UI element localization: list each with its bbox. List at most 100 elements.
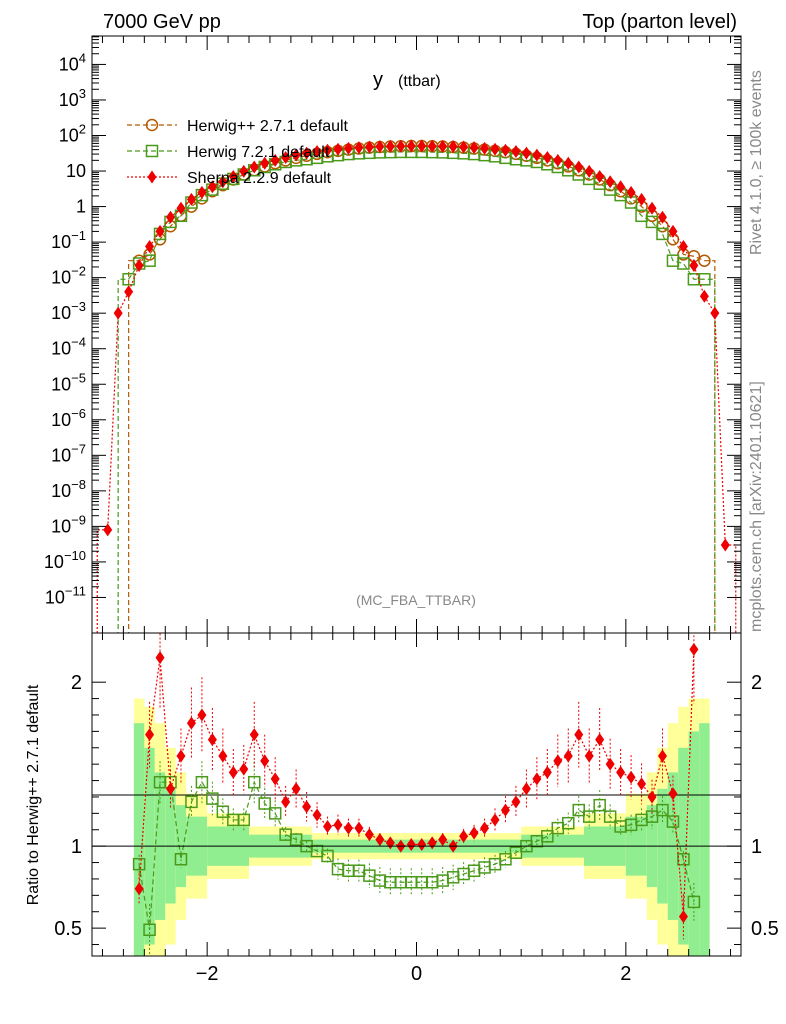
main-point-sherpa (657, 210, 667, 224)
main-point-sherpa (323, 143, 333, 157)
ratio-point-herwig7 (132, 857, 146, 871)
main-point-sherpa (124, 285, 134, 299)
ratio-point-herwig7 (509, 846, 523, 859)
ratio-point-sherpa (291, 782, 301, 796)
ratio-point-sherpa (574, 728, 584, 742)
main-point-sherpa (113, 306, 123, 320)
main-point-sherpa (532, 148, 542, 162)
main-point-sherpa (103, 523, 113, 537)
ratio-point-sherpa (207, 733, 217, 747)
main-point-herwig7 (698, 273, 711, 286)
ratio-point-herwig7 (572, 803, 585, 817)
ratio-ytick-label: 0.5 (54, 918, 82, 940)
ratio-point-sherpa (186, 716, 196, 730)
ratio-point-sherpa (605, 757, 615, 771)
main-point-herwig7 (645, 215, 659, 229)
ratio-point-sherpa (364, 828, 374, 842)
main-ytick-label: 10−1 (51, 228, 86, 252)
ratio-point-sherpa (134, 882, 144, 896)
main-point-sherpa (459, 140, 469, 154)
main-point-sherpa (710, 306, 720, 320)
ratio-point-herwig7 (541, 830, 554, 843)
watermark: (MC_FBA_TTBAR) (356, 592, 476, 608)
main-ytick-label: 10 (66, 161, 86, 181)
ratio-point-herwig7 (216, 805, 230, 818)
main-point-sherpa (584, 164, 594, 178)
legend: Herwig++ 2.7.1 default Herwig 7.2.1 defau… (127, 118, 349, 187)
ratio-point-sherpa (459, 829, 469, 843)
ratio-point-herwig7 (677, 853, 690, 866)
main-point-sherpa (281, 151, 291, 165)
ratio-xtick-label: 0 (411, 963, 422, 985)
ratio-point-sherpa (647, 790, 657, 804)
main-point-sherpa (218, 175, 228, 189)
ratio-point-herwig7 (603, 810, 617, 823)
main-point-sherpa (302, 146, 312, 160)
ratio-point-sherpa (218, 749, 228, 763)
main-point-sherpa (228, 170, 238, 184)
header-left: 7000 GeV pp (103, 11, 221, 33)
main-point-sherpa (207, 180, 217, 194)
main-point-sherpa (699, 289, 709, 303)
ratio-point-sherpa (145, 728, 155, 742)
main-point-sherpa (249, 160, 259, 174)
main-ytick-label: 104 (59, 50, 86, 74)
plot-title-sub: (ttbar) (398, 73, 441, 90)
legend-label-herwigpp: Herwig++ 2.7.1 default (187, 118, 349, 135)
main-ytick-label: 10−8 (51, 477, 86, 501)
main-point-sherpa (166, 210, 176, 224)
ratio-point-sherpa (480, 821, 490, 835)
ratio-ytick-label: 1 (71, 836, 82, 858)
ratio-point-herwig7 (645, 810, 659, 823)
main-point-sherpa (480, 141, 490, 155)
main-point-sherpa (616, 180, 626, 194)
main-point-sherpa (134, 258, 144, 272)
legend-label-herwig7: Herwig 7.2.1 default (187, 144, 330, 161)
main-point-sherpa (500, 143, 510, 157)
main-ytick-label: 102 (59, 122, 86, 146)
ratio-point-herwig7 (185, 795, 198, 809)
main-point-sherpa (521, 146, 531, 160)
ratio-point-sherpa (500, 803, 510, 817)
ratio-point-sherpa (354, 821, 364, 835)
ratio-point-sherpa (668, 787, 678, 801)
ratio-point-sherpa (616, 765, 626, 779)
main-point-sherpa (375, 140, 385, 154)
legend-label-sherpa: Sherpa 2.2.9 default (187, 170, 332, 187)
main-point-sherpa (720, 538, 730, 552)
main-ytick-label: 1 (76, 197, 86, 217)
rivet-label: Rivet 4.1.0, ≥ 100k events (748, 70, 765, 255)
ratio-ylabel: Ratio to Herwig++ 2.7.1 default (25, 684, 42, 905)
ratio-point-sherpa (553, 754, 563, 768)
ratio-point-herwig7 (289, 833, 303, 846)
main-line-herwig7 (117, 151, 716, 633)
main-point-sherpa (438, 139, 448, 153)
ratio-point-herwig7 (174, 853, 188, 866)
ratio-point-herwig7 (258, 797, 271, 810)
main-point-sherpa (291, 148, 301, 162)
header-right: Top (parton level) (582, 11, 737, 33)
ratio-point-sherpa (657, 749, 667, 763)
ratio-point-sherpa (239, 762, 249, 776)
main-ytick-label: 10−5 (51, 370, 86, 394)
main-point-sherpa (595, 170, 605, 184)
main-point-sherpa (417, 139, 427, 153)
main-point-sherpa (574, 160, 584, 174)
main-point-sherpa (469, 141, 479, 155)
ratio-panel: 0.5 0.5 1 1 2 2 −2 0 2 Ratio to Herwig++ 2.7.1 … (25, 632, 779, 985)
main-point-sherpa (490, 142, 500, 156)
ratio-point-sherpa (438, 833, 448, 847)
ratio-point-sherpa (637, 777, 647, 791)
ratio-xtick-label: −2 (196, 963, 219, 985)
ratio-point-herwig7 (582, 810, 596, 823)
main-line-herwigpp (128, 145, 716, 633)
ratio-point-herwig7 (195, 775, 209, 789)
ratio-point-sherpa (563, 749, 573, 763)
ratio-point-sherpa (249, 728, 259, 742)
main-point-sherpa (626, 185, 636, 199)
main-x-ticks (101, 36, 732, 633)
ratio-point-herwig7 (656, 803, 669, 817)
ratio-point-sherpa (176, 749, 186, 763)
ratio-point-herwig7 (562, 816, 575, 830)
